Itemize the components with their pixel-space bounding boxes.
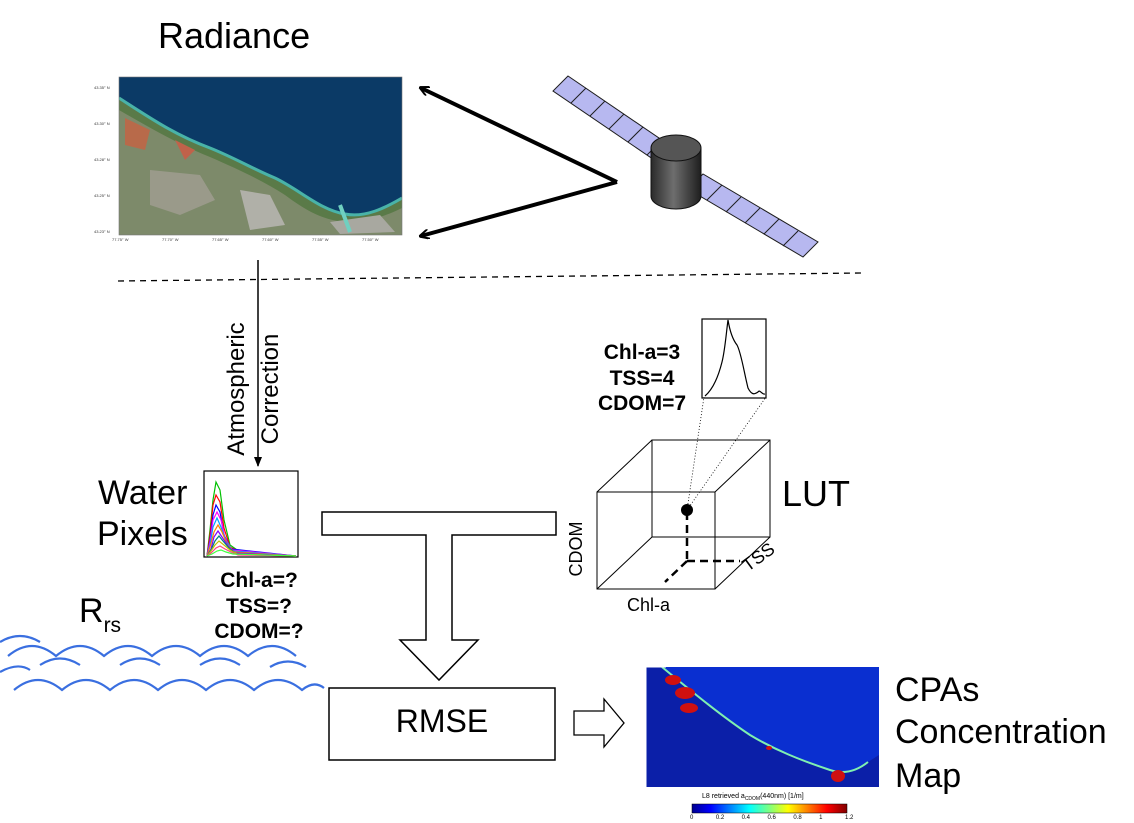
colorbar-title: L8 retrieved aCDOM(440nm) [1/m] [702, 793, 804, 802]
unknown-values: Chl-a=? TSS=? CDOM=? [201, 568, 317, 645]
atmospheric-correction-label-line1: Atmospheric [223, 322, 250, 456]
latitude-tick: 43.25° N [94, 193, 110, 198]
satellite-icon [552, 75, 819, 258]
colorbar-title-suffix: (440nm) [1/m] [760, 793, 804, 800]
unknown-tss: TSS=? [226, 594, 292, 618]
longitude-tick: 77.50° W [362, 237, 379, 242]
colorbar-tick: 0.4 [741, 815, 750, 821]
longitude-tick: 77.65° W [212, 237, 229, 242]
rmse-box [328, 687, 556, 761]
separator-line [117, 272, 863, 282]
flow-arrow [321, 511, 557, 682]
rmse-label: RMSE [395, 703, 489, 739]
rrs-subscript: rs [103, 614, 122, 637]
lut-label: LUT [782, 473, 851, 514]
water-pixels-label-line2: Pixels [97, 515, 188, 553]
colorbar-tick: 0.6 [767, 815, 776, 821]
colorbar-title-prefix: L8 retrieved a [702, 793, 745, 800]
longitude-tick: 77.75° W [112, 237, 129, 242]
colorbar [691, 803, 848, 814]
map-arrow [573, 697, 625, 749]
water-waves-icon [0, 634, 325, 692]
rrs-label: Rrs [79, 592, 121, 637]
latitude-tick: 43.30° N [94, 121, 110, 126]
longitude-tick: 77.70° W [162, 237, 179, 242]
lut-cdom-value: CDOM=7 [597, 392, 687, 416]
colorbar-tick: 0.8 [793, 815, 802, 821]
colorbar-tick: 0.2 [715, 815, 725, 821]
latitude-tick: 43.28° N [94, 157, 110, 162]
arrow-to-image-bottom [421, 180, 618, 236]
lut-point [681, 504, 693, 516]
colorbar-tick: 1 [819, 815, 823, 821]
lut-axis-chla: Chl-a [627, 595, 671, 615]
colorbar-tick: 0 [690, 815, 694, 821]
radiance-title: Radiance [158, 15, 311, 56]
water-pixels-plot [203, 470, 299, 558]
rrs-base: R [79, 592, 104, 630]
lut-spectrum-plot [701, 318, 767, 399]
unknown-chla: Chl-a=? [220, 569, 298, 592]
output-label-line1: CPAs [895, 671, 980, 709]
lut-cube [596, 439, 771, 590]
latitude-tick: 43.23° N [94, 229, 110, 234]
output-label-line2: Concentration [895, 713, 1107, 751]
output-label-line3: Map [895, 757, 962, 795]
colorbar-title-subscript: CDOM [744, 796, 761, 802]
radiance-image [119, 77, 402, 235]
atmospheric-correction-label-line2: Correction [257, 333, 284, 445]
lut-point-projection [664, 512, 740, 583]
colorbar-tick: 1.2 [845, 815, 854, 821]
lut-chla-value: Chl-a=3 [603, 341, 681, 364]
longitude-tick: 77.55° W [312, 237, 329, 242]
latitude-tick: 43.35° N [94, 85, 110, 90]
water-pixels-label-line1: Water [98, 474, 188, 512]
concentration-map [645, 666, 879, 787]
lut-values: Chl-a=3 TSS=4 CDOM=7 [586, 340, 698, 417]
unknown-cdom: CDOM=? [214, 620, 304, 644]
longitude-tick: 77.60° W [262, 237, 279, 242]
arrow-to-image-top [421, 88, 618, 184]
lut-axis-cdom: CDOM [566, 521, 586, 577]
lut-tss-value: TSS=4 [609, 366, 675, 390]
